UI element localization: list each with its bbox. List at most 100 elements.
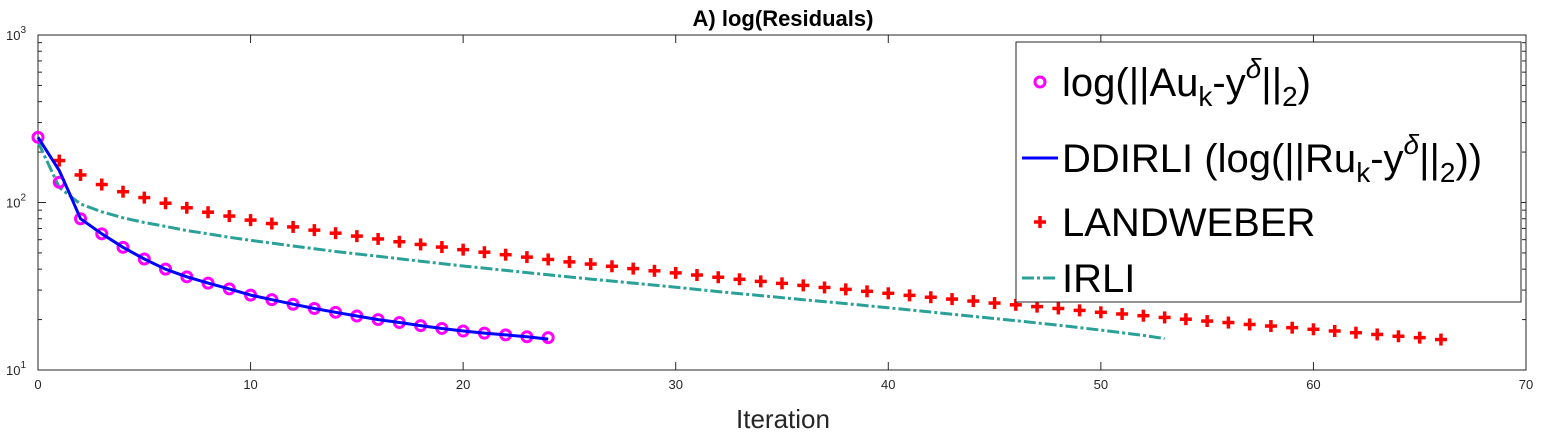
y-tick-base: 10 — [6, 363, 20, 378]
legend-label: IRLI — [1062, 257, 1135, 301]
data-point — [74, 212, 88, 226]
legend-text-mid: -y — [1370, 137, 1403, 181]
data-point — [1094, 306, 1107, 319]
legend-entry-1: DDIRLI (log(||Ruk-yδ||2)) — [1022, 129, 1482, 188]
data-point — [1286, 321, 1299, 334]
data-point — [31, 130, 45, 144]
data-point — [733, 273, 746, 286]
x-tick-label: 20 — [456, 377, 470, 392]
data-point — [988, 297, 1001, 310]
data-point — [648, 264, 661, 277]
x-tick-label: 40 — [881, 377, 895, 392]
legend-text-sub: k — [1198, 81, 1213, 112]
series-line-1 — [36, 136, 549, 341]
data-point — [414, 238, 427, 251]
data-point — [903, 289, 916, 302]
series-line-3 — [36, 141, 1165, 341]
y-tick-exponent: 2 — [20, 193, 26, 204]
data-point — [53, 154, 66, 167]
x-tick-label: 30 — [668, 377, 682, 392]
data-point — [797, 279, 810, 292]
data-point — [1137, 309, 1150, 322]
chart-title: A) log(Residuals) — [693, 6, 874, 31]
legend-text-mid2: || — [1419, 137, 1440, 181]
legend-text-main: IRLI — [1062, 257, 1135, 301]
data-point — [287, 220, 300, 233]
legend-text-main: log(||Au — [1062, 61, 1198, 105]
data-point — [776, 277, 788, 290]
data-point — [1073, 304, 1086, 317]
data-point — [584, 258, 597, 271]
legend-entry-3: IRLI — [1022, 257, 1135, 301]
legend-text-main: DDIRLI (log(||Ru — [1062, 137, 1356, 181]
data-point — [138, 191, 151, 204]
data-point — [669, 266, 682, 279]
data-point — [1349, 326, 1362, 339]
x-tick-label: 50 — [1094, 377, 1108, 392]
data-point — [223, 210, 236, 223]
y-tick-label: 101 — [6, 360, 26, 378]
data-point — [1413, 331, 1426, 344]
legend-entry-2: LANDWEBER — [1034, 201, 1315, 245]
legend-text-sup: δ — [1246, 53, 1262, 84]
legend-text-end: )) — [1455, 137, 1482, 181]
data-point — [435, 241, 448, 254]
data-point — [457, 243, 470, 256]
y-tick-label: 102 — [6, 193, 26, 211]
y-tick-label: 103 — [6, 25, 26, 43]
legend-text-sub2: 2 — [1282, 81, 1298, 112]
data-point — [159, 262, 173, 276]
legend-text-mid2: || — [1261, 61, 1282, 105]
x-tick-label: 60 — [1306, 377, 1320, 392]
legend-marker-circle — [1033, 75, 1047, 89]
data-point — [542, 253, 555, 266]
data-point — [1179, 313, 1192, 326]
legend-text-sub2: 2 — [1440, 157, 1456, 188]
series-0 — [31, 130, 555, 345]
data-point — [202, 206, 215, 219]
legend-text-end: ) — [1298, 61, 1311, 105]
y-tick-base: 10 — [6, 28, 20, 43]
legend-label: DDIRLI (log(||Ruk-yδ||2)) — [1062, 129, 1482, 188]
series-2 — [53, 154, 1447, 346]
data-point — [350, 230, 363, 243]
data-point — [924, 291, 937, 304]
data-point — [754, 275, 767, 288]
data-point — [499, 248, 512, 261]
data-point — [159, 197, 172, 210]
legend-text-sup: δ — [1404, 129, 1420, 160]
data-point — [1328, 324, 1341, 337]
legend-box — [1015, 41, 1522, 303]
data-point — [1052, 302, 1065, 315]
data-point — [712, 271, 725, 284]
data-point — [329, 227, 342, 240]
series-3 — [36, 141, 1165, 341]
data-point — [818, 281, 831, 294]
data-point — [627, 262, 640, 275]
data-point — [861, 285, 874, 298]
data-point — [1307, 323, 1320, 336]
data-point — [1434, 333, 1447, 346]
data-point — [967, 295, 980, 308]
data-point — [180, 201, 193, 214]
data-point — [95, 178, 108, 191]
data-point — [265, 217, 278, 230]
x-axis-label: Iteration — [736, 404, 830, 434]
data-point — [95, 227, 109, 241]
data-point — [839, 283, 852, 296]
data-point — [1371, 328, 1384, 341]
legend-label: log(||Auk-yδ||2) — [1062, 53, 1311, 112]
data-point — [1201, 315, 1214, 328]
y-tick-exponent: 3 — [20, 25, 26, 36]
y-tick-exponent: 1 — [20, 360, 26, 371]
legend-label: LANDWEBER — [1062, 201, 1315, 245]
data-point — [520, 251, 533, 264]
data-point — [1031, 300, 1044, 313]
data-point — [393, 235, 406, 248]
data-point — [1116, 307, 1129, 320]
y-tick-base: 10 — [6, 196, 20, 211]
x-tick-label: 70 — [1519, 377, 1533, 392]
legend-text-main: LANDWEBER — [1062, 201, 1315, 245]
data-point — [74, 168, 87, 181]
